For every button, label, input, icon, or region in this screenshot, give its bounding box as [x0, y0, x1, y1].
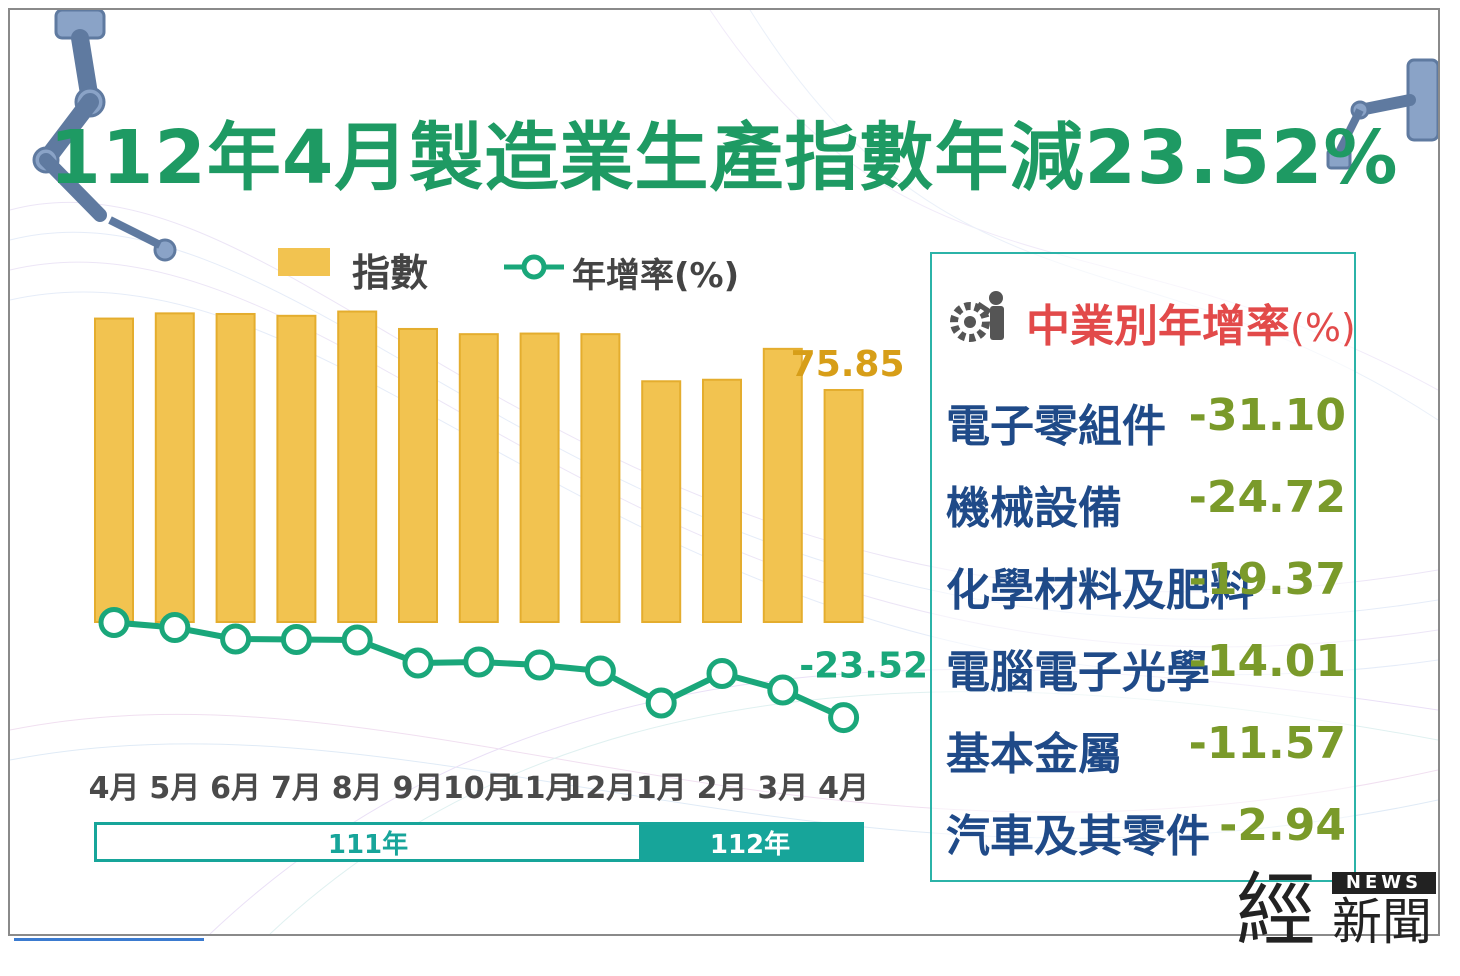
- growth-point: [220, 623, 252, 655]
- chart-bar: [398, 327, 438, 623]
- chart-bar: [154, 312, 195, 623]
- chart-bar: [702, 378, 742, 623]
- x-tick-label: 9月: [393, 771, 444, 806]
- industry-row: 基本金屬 -11.57: [946, 718, 1346, 788]
- x-tick-label: 2月: [697, 771, 748, 806]
- x-tick-label: 10月: [443, 771, 515, 806]
- infographic-frame: 112年4月製造業生產指數年減23.52% 指數 年增率(%) 4月 5月 6月 7月…: [8, 8, 1440, 936]
- chart-bar: [762, 347, 803, 623]
- bar-value-label: 75.85: [791, 344, 905, 385]
- growth-point: [645, 687, 677, 719]
- industry-name: 化學材料及肥料: [946, 565, 1254, 616]
- growth-point: [341, 624, 373, 656]
- growth-point: [706, 658, 738, 689]
- x-tick-label: 3月: [757, 771, 808, 806]
- chart-bar: [580, 333, 621, 623]
- industry-value: -2.94: [1219, 800, 1346, 851]
- growth-point: [524, 649, 556, 681]
- background-decoration: [10, 10, 1438, 934]
- industry-row: 電腦電子光學 -14.01: [946, 636, 1346, 706]
- year-band: 111年 112年: [94, 822, 864, 862]
- logo-xinwen-text: 新聞: [1332, 893, 1432, 951]
- industry-value: -31.10: [1188, 390, 1346, 441]
- chart-bar: [94, 317, 134, 623]
- x-tick-label: 8月: [332, 771, 383, 806]
- growth-point: [159, 612, 191, 643]
- industry-name: 基本金屬: [946, 729, 1122, 780]
- growth-point: [402, 647, 434, 679]
- growth-point: [828, 702, 860, 734]
- x-tick-label: 12月: [565, 771, 637, 806]
- industry-row: 機械設備 -24.72: [946, 472, 1346, 542]
- logo-jing-text: 經: [1236, 864, 1316, 957]
- panel-title-text: 中業別年增率: [1026, 301, 1290, 352]
- industry-name: 電腦電子光學: [946, 647, 1210, 698]
- robot-arm-right-icon: [1326, 58, 1438, 170]
- chart-bar: [337, 310, 378, 623]
- x-tick-label: 4月: [818, 771, 869, 806]
- industry-value: -24.72: [1188, 472, 1346, 523]
- industry-row: 化學材料及肥料 -19.37: [946, 554, 1346, 624]
- news-logo: 經 NEWS 新聞: [1236, 864, 1436, 954]
- panel-title: 中業別年增率(%): [1026, 290, 1356, 354]
- growth-point: [767, 674, 799, 706]
- chart-bar: [458, 333, 499, 623]
- bottom-accent-line: [14, 938, 204, 941]
- legend-line-marker-icon: [504, 254, 564, 280]
- growth-point: [98, 607, 130, 638]
- industry-row: 電子零組件 -31.10: [946, 390, 1346, 460]
- chart-bar: [641, 380, 682, 624]
- x-tick-label: 1月: [636, 771, 687, 806]
- chart-bar: [823, 388, 864, 623]
- x-tick-label: 4月: [89, 771, 140, 806]
- panel-title-unit: (%): [1290, 306, 1356, 350]
- x-tick-label: 5月: [149, 771, 200, 806]
- legend-line-label: 年增率(%): [572, 256, 740, 296]
- legend-bar-swatch: [278, 248, 330, 276]
- gear-person-icon: [950, 291, 1004, 342]
- page-title: 112年4月製造業生產指數年減23.52%: [49, 115, 1399, 201]
- panel-header: 中業別年增率(%): [946, 280, 1356, 352]
- x-tick-label: 6月: [210, 771, 261, 806]
- industry-growth-panel: 中業別年增率(%) 電子零組件 -31.10 機械設備 -24.72 化學材料及…: [930, 252, 1356, 882]
- chart-bar: [276, 314, 317, 623]
- legend-bar-label: 指數: [352, 251, 429, 295]
- industry-row: 汽車及其零件 -2.94: [946, 800, 1346, 870]
- industry-value: -14.01: [1188, 636, 1346, 687]
- robot-arm-left-icon: [32, 10, 177, 262]
- growth-point: [280, 624, 312, 655]
- industry-name: 汽車及其零件: [946, 811, 1210, 862]
- industry-name: 機械設備: [946, 483, 1122, 534]
- year-label-112: 112年: [639, 825, 861, 860]
- year-label-111: 111年: [97, 825, 639, 860]
- chart-bar: [215, 312, 256, 623]
- x-tick-label: 11月: [504, 771, 576, 806]
- x-tick-label: 7月: [271, 771, 322, 806]
- growth-point: [584, 655, 616, 687]
- growth-value-label: -23.52: [799, 646, 928, 687]
- industry-value: -11.57: [1188, 718, 1346, 769]
- growth-point: [463, 646, 495, 678]
- industry-value: -19.37: [1188, 554, 1346, 605]
- industry-name: 電子零組件: [946, 401, 1166, 452]
- logo-news-badge: NEWS: [1332, 872, 1436, 894]
- chart-bar: [519, 332, 560, 623]
